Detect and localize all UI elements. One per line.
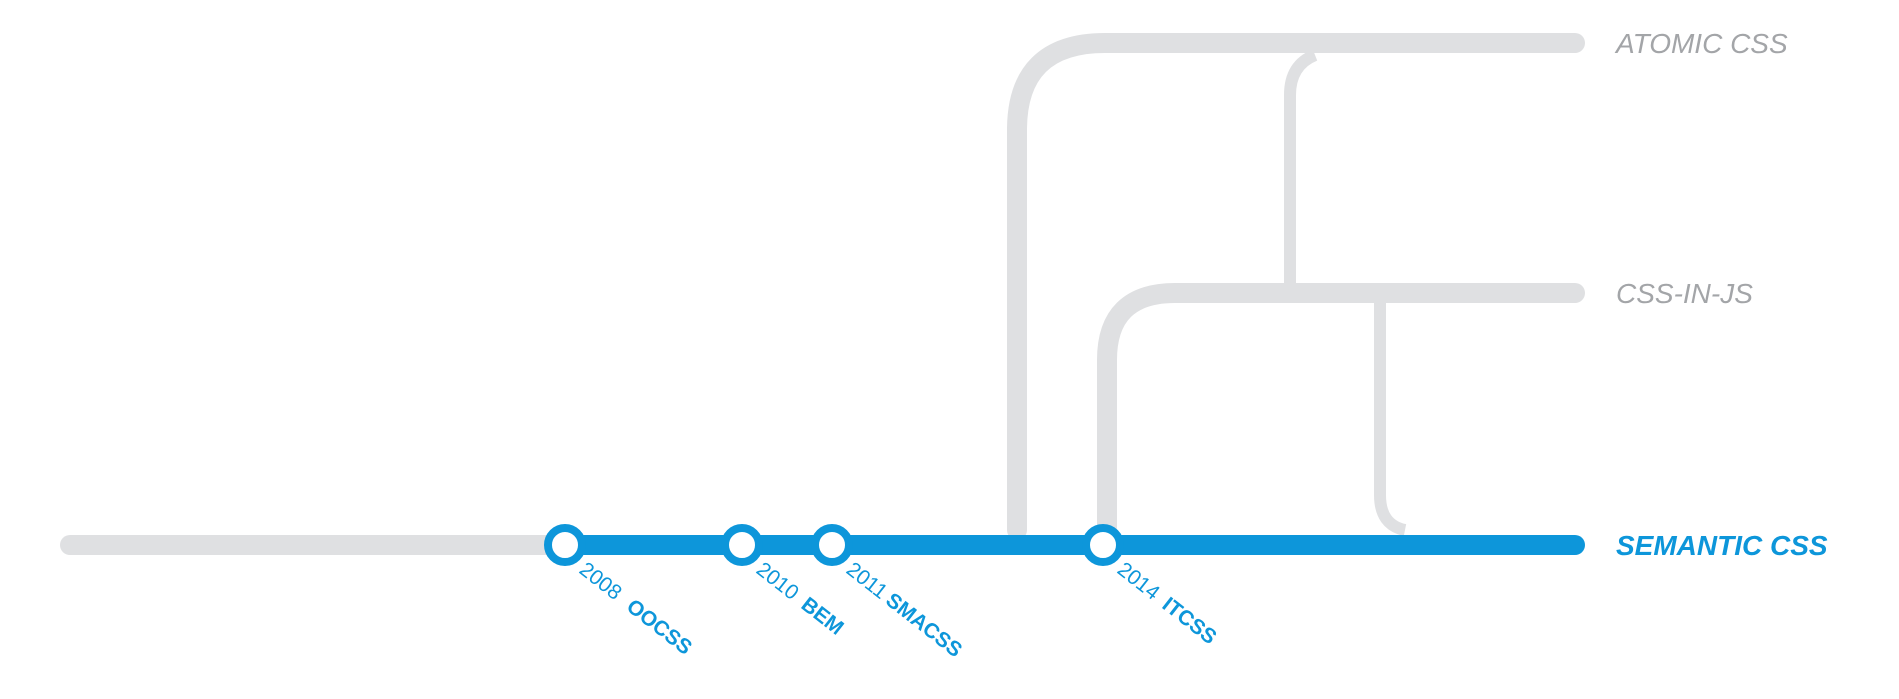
stop-label-bem: 2010 BEM xyxy=(752,558,848,640)
stop-name-smacss: SMACSS xyxy=(881,589,966,662)
line-label-atomic: ATOMIC CSS xyxy=(1614,28,1788,59)
stop-label-oocss: 2008 OOCSS xyxy=(575,558,696,660)
track-atomic-branch xyxy=(1007,33,1585,540)
stations xyxy=(544,524,1124,566)
track-atomic-cssinjs-connector xyxy=(1284,49,1318,285)
stop-labels: 2008 OOCSS 2010 BEM 2011 SMACSS 2014 ITC… xyxy=(575,558,1221,662)
line-labels: ATOMIC CSS CSS-IN-JS SEMANTIC CSS xyxy=(1614,28,1828,561)
station-smacss[interactable] xyxy=(811,524,853,566)
station-bem[interactable] xyxy=(721,524,763,566)
stop-label-smacss: 2011 SMACSS xyxy=(842,558,966,662)
line-label-semantic: SEMANTIC CSS xyxy=(1616,530,1828,561)
stop-year-oocss: 2008 xyxy=(575,558,626,605)
track-cssinjs-branch xyxy=(1097,283,1585,540)
track-cssinjs-semantic-connector xyxy=(1374,300,1407,536)
stop-name-bem: BEM xyxy=(797,593,848,640)
stop-year-smacss: 2011 xyxy=(842,558,892,604)
station-oocss[interactable] xyxy=(544,524,586,566)
stop-name-oocss: OOCSS xyxy=(622,595,696,660)
stop-year-itcss: 2014 xyxy=(1113,558,1164,605)
stop-year-bem: 2010 xyxy=(752,558,803,605)
stop-label-itcss: 2014 ITCSS xyxy=(1113,558,1221,649)
stop-name-itcss: ITCSS xyxy=(1158,593,1221,649)
line-label-cssinjs: CSS-IN-JS xyxy=(1616,278,1753,309)
station-itcss[interactable] xyxy=(1082,524,1124,566)
inactive-tracks xyxy=(60,33,1585,555)
